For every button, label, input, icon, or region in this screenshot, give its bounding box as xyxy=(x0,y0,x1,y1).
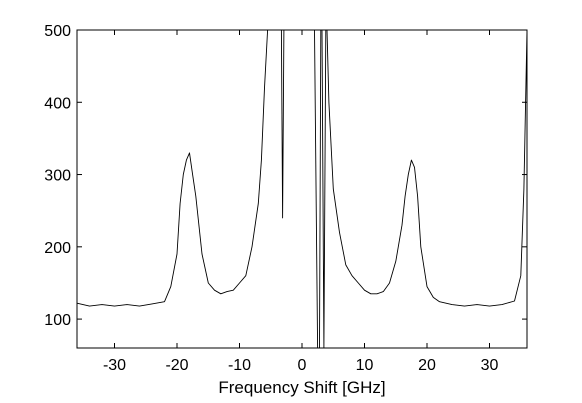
x-tick-label: -30 xyxy=(103,357,126,374)
axis-ticks xyxy=(77,29,527,348)
x-tick-label: 0 xyxy=(298,357,307,374)
series-line-0 xyxy=(76,29,528,349)
series-group xyxy=(76,29,528,349)
x-tick-label: 20 xyxy=(418,357,436,374)
x-tick-label: 10 xyxy=(356,357,374,374)
x-tick-label: -20 xyxy=(165,357,188,374)
y-tick-label: 100 xyxy=(44,312,71,329)
x-axis-label: Frequency Shift [GHz] xyxy=(218,378,385,397)
x-tick-label: -10 xyxy=(228,357,251,374)
plot-area xyxy=(76,29,528,349)
y-tick-label: 200 xyxy=(44,240,71,257)
axis-tick-labels: -30 -20 -10 0 10 20 30 100 200 300 400 500 xyxy=(44,23,498,374)
y-tick-label: 400 xyxy=(44,95,71,112)
y-tick-label: 500 xyxy=(44,23,71,40)
x-tick-label: 30 xyxy=(481,357,499,374)
y-tick-label: 300 xyxy=(44,168,71,185)
